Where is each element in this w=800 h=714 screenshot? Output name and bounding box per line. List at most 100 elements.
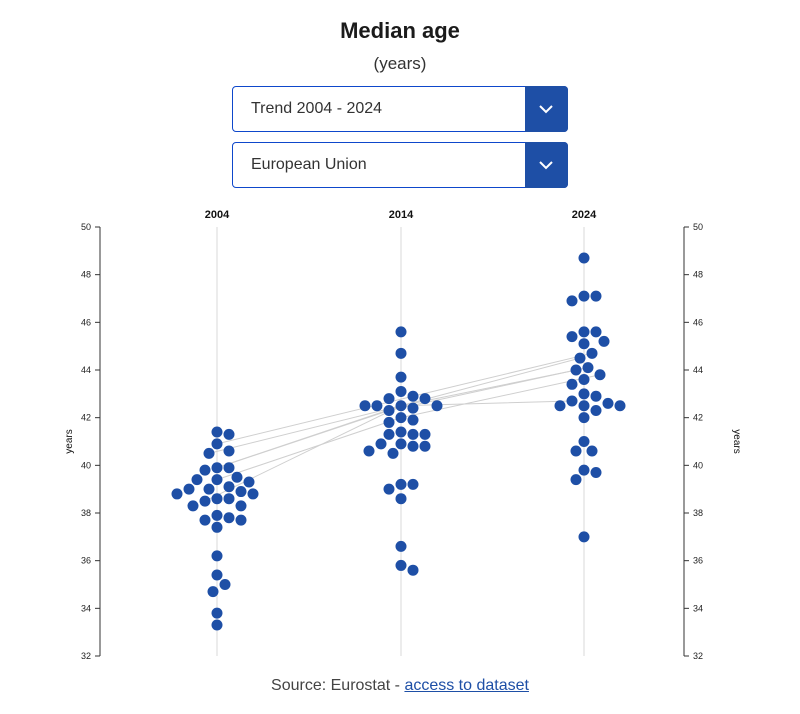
- y-tick-label-right: 44: [693, 365, 703, 375]
- chevron-down-icon: [539, 161, 553, 170]
- data-point-2024: [574, 352, 586, 364]
- data-point-2024: [586, 445, 598, 457]
- data-point-2004: [211, 438, 223, 450]
- data-point-2004: [183, 483, 195, 495]
- data-point-2004: [171, 488, 183, 500]
- data-point-2024: [554, 400, 566, 412]
- data-point-2004: [211, 607, 223, 619]
- data-point-2024: [586, 347, 598, 359]
- data-point-2004: [211, 521, 223, 533]
- data-point-2014: [407, 402, 419, 414]
- data-point-2014: [387, 447, 399, 459]
- chevron-down-icon: [539, 105, 553, 114]
- y-tick-label-right: 32: [693, 651, 703, 661]
- data-point-2024: [590, 390, 602, 402]
- data-point-2004: [223, 462, 235, 474]
- data-point-2024: [566, 378, 578, 390]
- source-note: Source: Eurostat - access to dataset: [0, 677, 800, 695]
- column-label-2004: 2004: [205, 209, 230, 221]
- y-tick-label-right: 46: [693, 317, 703, 327]
- data-point-2024: [598, 335, 610, 347]
- data-point-2014: [383, 393, 395, 405]
- data-point-2014: [395, 559, 407, 571]
- trend-line: [216, 374, 601, 481]
- data-point-2004: [211, 550, 223, 562]
- geo-select-toggle[interactable]: [525, 142, 568, 188]
- y-tick-label-right: 42: [693, 413, 703, 423]
- data-point-2014: [395, 540, 407, 552]
- data-point-2014: [395, 438, 407, 450]
- y-tick-label-right: 34: [693, 603, 703, 613]
- data-point-2004: [235, 514, 247, 526]
- data-point-2014: [383, 428, 395, 440]
- source-text: Source: Eurostat -: [271, 677, 405, 694]
- data-point-2014: [419, 393, 431, 405]
- data-point-2004: [199, 495, 211, 507]
- data-point-2004: [235, 500, 247, 512]
- data-point-2014: [383, 405, 395, 417]
- data-point-2004: [199, 464, 211, 476]
- data-point-2024: [578, 338, 590, 350]
- y-tick-label-left: 36: [81, 556, 91, 566]
- data-point-2004: [211, 619, 223, 631]
- data-point-2014: [419, 428, 431, 440]
- data-point-2024: [566, 395, 578, 407]
- data-point-2024: [590, 290, 602, 302]
- data-point-2014: [359, 400, 371, 412]
- data-point-2014: [383, 416, 395, 428]
- y-tick-label-left: 34: [81, 603, 91, 613]
- period-select-value: Trend 2004 - 2024: [251, 100, 383, 117]
- data-point-2024: [578, 388, 590, 400]
- data-point-2024: [614, 400, 626, 412]
- data-point-2014: [395, 400, 407, 412]
- data-point-2014: [419, 440, 431, 452]
- data-point-2024: [578, 464, 590, 476]
- data-point-2024: [594, 369, 606, 381]
- trend-line: [208, 357, 581, 454]
- y-tick-label-left: 32: [81, 651, 91, 661]
- data-point-2004: [243, 476, 255, 488]
- data-point-2004: [247, 488, 259, 500]
- y-tick-label-left: 38: [81, 508, 91, 518]
- data-point-2024: [578, 412, 590, 424]
- period-select-toggle[interactable]: [525, 86, 568, 132]
- data-point-2004: [211, 509, 223, 521]
- data-point-2004: [187, 500, 199, 512]
- data-point-2014: [395, 412, 407, 424]
- data-point-2004: [223, 445, 235, 457]
- column-label-2024: 2024: [572, 209, 597, 221]
- data-point-2024: [578, 326, 590, 338]
- data-point-2004: [199, 514, 211, 526]
- geo-select-value: European Union: [251, 156, 367, 173]
- data-point-2024: [566, 295, 578, 307]
- data-point-2014: [395, 478, 407, 490]
- data-point-2014: [407, 478, 419, 490]
- geo-select[interactable]: European Union: [232, 142, 568, 188]
- y-tick-label-left: 40: [81, 460, 91, 470]
- y-tick-label-right: 48: [693, 270, 703, 280]
- data-point-2014: [383, 483, 395, 495]
- beeswarm-chart: 32 32 34 34 36 36 38 38 40 40 42 42 44 44 46 46 48 48 50 50…: [64, 209, 742, 661]
- y-tick-label-right: 38: [693, 508, 703, 518]
- data-point-2014: [395, 493, 407, 505]
- data-point-2024: [602, 397, 614, 409]
- data-point-2004: [191, 474, 203, 486]
- dataset-link[interactable]: access to dataset: [404, 677, 529, 694]
- y-tick-label-right: 40: [693, 460, 703, 470]
- data-point-2024: [570, 474, 582, 486]
- data-point-2024: [578, 531, 590, 543]
- data-point-2024: [566, 331, 578, 343]
- data-point-2024: [582, 362, 594, 374]
- data-point-2014: [375, 438, 387, 450]
- data-point-2024: [578, 374, 590, 386]
- data-point-2004: [223, 481, 235, 493]
- data-point-2004: [211, 462, 223, 474]
- data-point-2014: [395, 371, 407, 383]
- period-select[interactable]: Trend 2004 - 2024: [232, 86, 568, 132]
- data-point-2004: [211, 474, 223, 486]
- data-point-2004: [211, 426, 223, 438]
- data-point-2024: [578, 252, 590, 264]
- data-point-2024: [570, 445, 582, 457]
- data-point-2014: [407, 414, 419, 426]
- y-tick-label-left: 42: [81, 413, 91, 423]
